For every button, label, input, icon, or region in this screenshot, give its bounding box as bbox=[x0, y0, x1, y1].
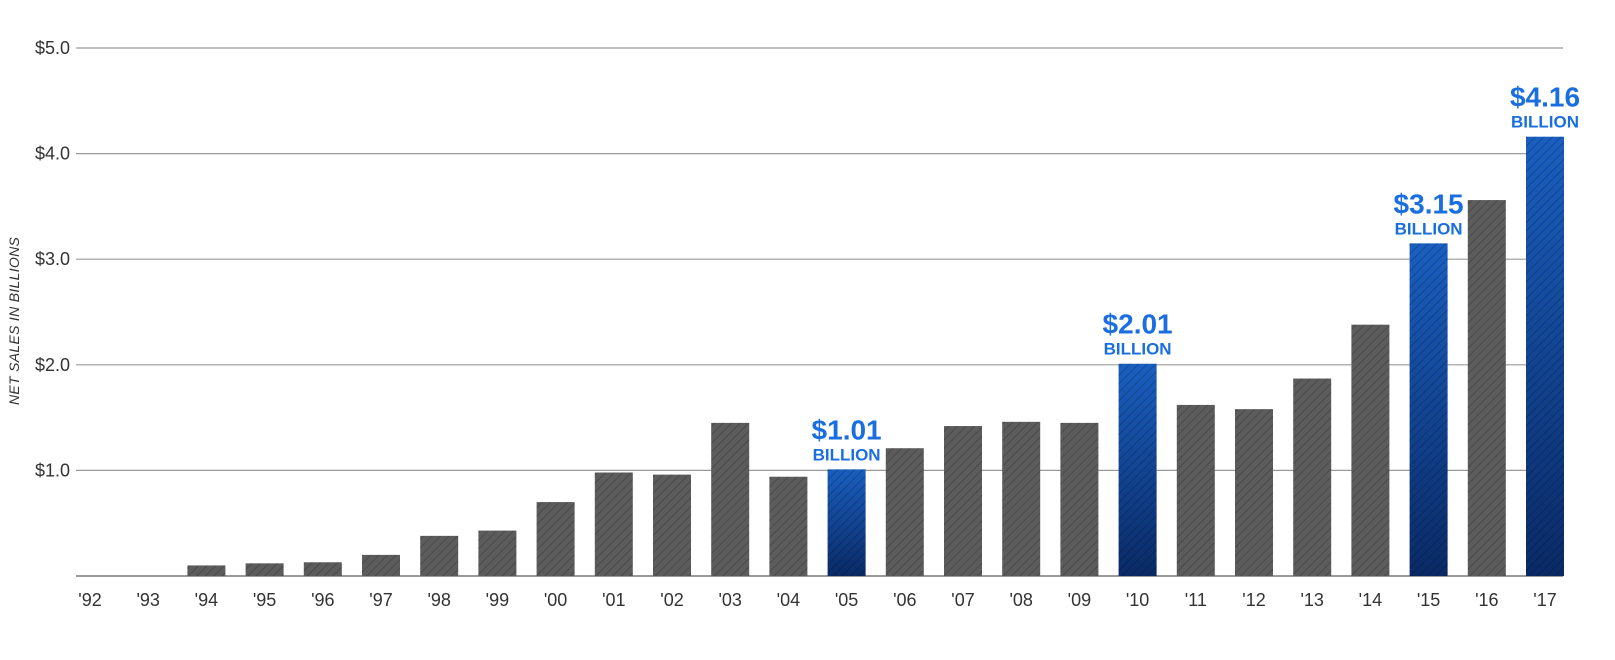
bar-00 bbox=[536, 502, 575, 576]
bar-fill bbox=[653, 474, 691, 576]
bar-fill bbox=[420, 535, 459, 576]
bar-fill bbox=[303, 562, 342, 576]
y-tick-label: $3.0 bbox=[35, 249, 70, 269]
bar-fill bbox=[187, 565, 226, 576]
annotation-unit: BILLION bbox=[1104, 340, 1172, 359]
x-tick-label: '10 bbox=[1126, 590, 1149, 610]
annotation-unit: BILLION bbox=[813, 445, 881, 464]
bar-fill bbox=[1002, 421, 1041, 576]
bars bbox=[187, 136, 1564, 577]
annotation-value: $4.16 bbox=[1510, 82, 1580, 113]
bar-98 bbox=[420, 535, 459, 576]
bar-96 bbox=[303, 562, 342, 576]
bar-hatch bbox=[1526, 136, 1564, 577]
x-tick-label: '93 bbox=[136, 590, 159, 610]
x-tick-label: '17 bbox=[1533, 590, 1556, 610]
x-tick-label: '92 bbox=[78, 590, 101, 610]
bar-03 bbox=[711, 422, 750, 576]
bar-06 bbox=[885, 448, 924, 576]
y-axis-label: NET SALES IN BILLIONS bbox=[6, 236, 22, 405]
bar-fill bbox=[1467, 200, 1506, 576]
y-tick-label: $4.0 bbox=[35, 144, 70, 164]
x-tick-label: '04 bbox=[777, 590, 800, 610]
annotation-value: $1.01 bbox=[812, 414, 882, 445]
bar-fill bbox=[944, 426, 982, 576]
x-tick-label: '12 bbox=[1242, 590, 1265, 610]
bar-05 bbox=[827, 469, 866, 576]
y-axis-ticks: $1.0 $2.0 $3.0 $4.0 $5.0 bbox=[35, 38, 70, 480]
bar-13 bbox=[1293, 378, 1332, 576]
bar-94 bbox=[187, 565, 226, 576]
x-tick-label: '00 bbox=[544, 590, 567, 610]
bar-fill bbox=[769, 476, 808, 576]
bar-09 bbox=[1060, 422, 1099, 576]
x-tick-label: '01 bbox=[602, 590, 625, 610]
bar-15 bbox=[1409, 243, 1448, 577]
bar-fill bbox=[1060, 422, 1099, 576]
annotation-value: $3.15 bbox=[1394, 188, 1464, 219]
bar-hatch bbox=[1118, 363, 1157, 576]
bar-fill bbox=[362, 554, 400, 576]
bar-fill bbox=[885, 448, 924, 576]
bar-fill bbox=[245, 563, 284, 576]
bar-fill bbox=[1293, 378, 1332, 576]
bar-10 bbox=[1118, 363, 1157, 576]
bar-08 bbox=[1002, 421, 1041, 576]
x-tick-label: '06 bbox=[893, 590, 916, 610]
x-tick-label: '02 bbox=[660, 590, 683, 610]
x-tick-label: '94 bbox=[195, 590, 218, 610]
bar-fill bbox=[1351, 324, 1390, 576]
bar-hatch bbox=[1409, 243, 1448, 577]
annotation-unit: BILLION bbox=[1511, 113, 1579, 132]
x-tick-label: '98 bbox=[427, 590, 450, 610]
bar-17 bbox=[1526, 136, 1564, 577]
x-tick-label: '03 bbox=[718, 590, 741, 610]
bar-97 bbox=[362, 554, 400, 576]
annotation-value: $2.01 bbox=[1103, 309, 1173, 340]
bar-14 bbox=[1351, 324, 1390, 576]
bar-16 bbox=[1467, 200, 1506, 576]
y-tick-label: $5.0 bbox=[35, 38, 70, 58]
bar-99 bbox=[478, 530, 517, 576]
annotation-unit: BILLION bbox=[1395, 219, 1463, 238]
bar-fill bbox=[594, 472, 633, 576]
x-axis-ticks: '92 '93 '94 '95 '96 '97 '98 '99 '00 '01 '02 '03 '04 '… bbox=[78, 590, 1556, 610]
bar-11 bbox=[1176, 404, 1215, 576]
x-tick-label: '15 bbox=[1417, 590, 1440, 610]
x-tick-label: '09 bbox=[1068, 590, 1091, 610]
x-tick-label: '95 bbox=[253, 590, 276, 610]
x-tick-label: '13 bbox=[1300, 590, 1323, 610]
x-tick-label: '97 bbox=[369, 590, 392, 610]
x-tick-label: '05 bbox=[835, 590, 858, 610]
bar-12 bbox=[1235, 409, 1273, 576]
bar-fill bbox=[1176, 404, 1215, 576]
bar-01 bbox=[594, 472, 633, 576]
bar-95 bbox=[245, 563, 284, 576]
bar-07 bbox=[944, 426, 982, 576]
x-tick-label: '99 bbox=[486, 590, 509, 610]
bar-hatch bbox=[827, 469, 866, 576]
bar-04 bbox=[769, 476, 808, 576]
x-tick-label: '96 bbox=[311, 590, 334, 610]
x-tick-label: '07 bbox=[951, 590, 974, 610]
y-tick-label: $2.0 bbox=[35, 355, 70, 375]
bar-fill bbox=[1235, 409, 1273, 576]
gridlines bbox=[76, 47, 1563, 577]
bar-fill bbox=[536, 502, 575, 576]
y-tick-label: $1.0 bbox=[35, 460, 70, 480]
x-tick-label: '11 bbox=[1185, 590, 1207, 610]
annotations: $1.01BILLION$2.01BILLION$3.15BILLION$4.1… bbox=[812, 82, 1580, 465]
x-tick-label: '14 bbox=[1359, 590, 1382, 610]
bar-fill bbox=[711, 422, 750, 576]
x-tick-label: '08 bbox=[1009, 590, 1032, 610]
x-tick-label: '16 bbox=[1475, 590, 1498, 610]
bar-02 bbox=[653, 474, 691, 576]
bar-fill bbox=[478, 530, 517, 576]
